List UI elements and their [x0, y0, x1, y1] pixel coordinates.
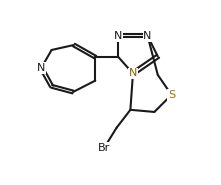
- Text: N: N: [114, 31, 123, 41]
- Text: N: N: [37, 63, 46, 73]
- Text: S: S: [168, 90, 175, 100]
- Text: N: N: [143, 31, 152, 41]
- Text: N: N: [129, 68, 137, 78]
- Text: Br: Br: [98, 143, 110, 153]
